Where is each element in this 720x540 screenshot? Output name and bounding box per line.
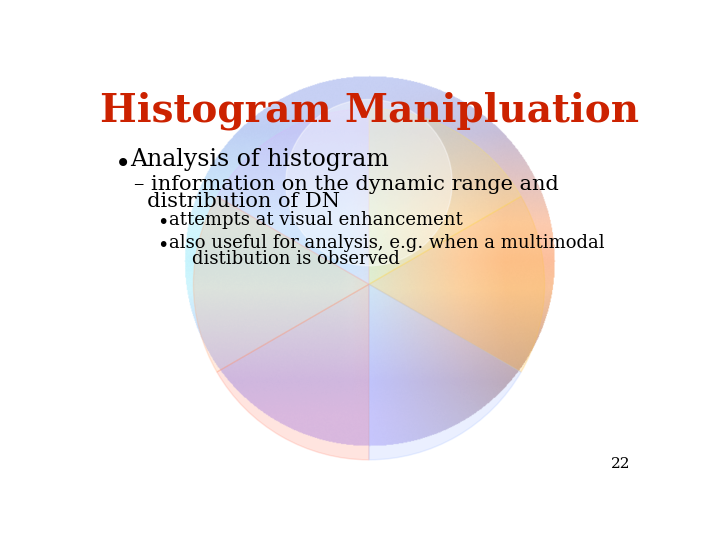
Text: distribution of DN: distribution of DN <box>134 192 340 211</box>
Text: •: • <box>157 236 168 255</box>
Wedge shape <box>194 197 369 372</box>
Text: 22: 22 <box>611 457 631 471</box>
Text: – information on the dynamic range and: – information on the dynamic range and <box>134 175 559 194</box>
Text: Histogram Manipluation: Histogram Manipluation <box>99 92 639 130</box>
Wedge shape <box>369 197 544 372</box>
Text: attempts at visual enhancement: attempts at visual enhancement <box>168 211 462 229</box>
Text: •: • <box>115 150 131 178</box>
Wedge shape <box>217 284 369 460</box>
Text: distibution is observed: distibution is observed <box>168 249 400 268</box>
Wedge shape <box>369 109 521 284</box>
Wedge shape <box>369 284 521 460</box>
Text: Analysis of histogram: Analysis of histogram <box>130 148 389 171</box>
Wedge shape <box>217 109 369 284</box>
Text: also useful for analysis, e.g. when a multimodal: also useful for analysis, e.g. when a mu… <box>168 234 604 252</box>
Circle shape <box>286 99 452 266</box>
Text: •: • <box>157 213 168 232</box>
